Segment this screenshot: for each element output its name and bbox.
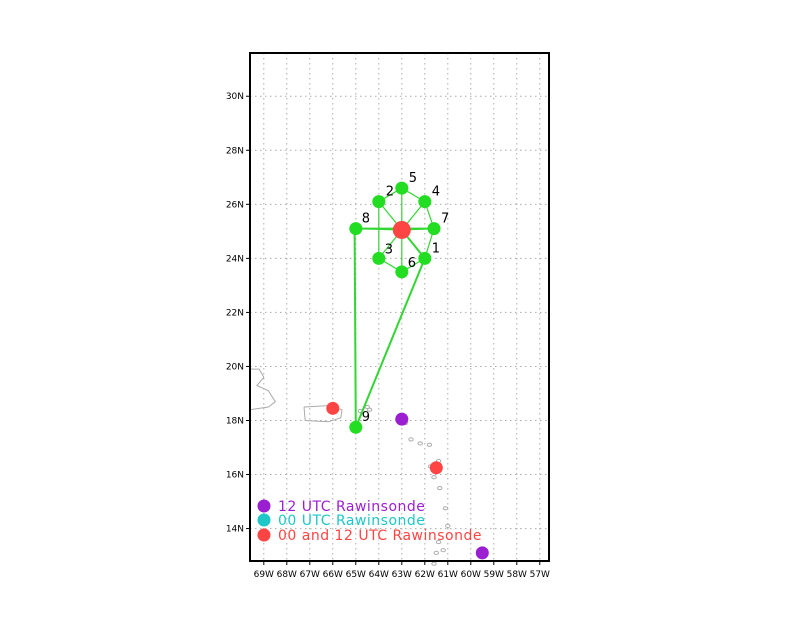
legend-item-00-and-12utc: 00 and 12 UTC Rawinsonde	[257, 528, 482, 544]
tick-label-lat: 16N	[226, 471, 244, 481]
tick-label-lat: 28N	[226, 146, 244, 156]
dropsonde-label: 5	[409, 171, 417, 186]
dropsonde-label: 1	[432, 241, 440, 256]
dropsonde-marker	[427, 222, 441, 236]
coastline-island	[440, 548, 446, 553]
legend-label-12utc: 12 UTC Rawinsonde	[278, 499, 425, 515]
tick-label-lon: 61W	[438, 570, 458, 580]
tick-label-lon: 62W	[415, 570, 435, 580]
dropsonde-marker	[372, 251, 386, 265]
dropsonde-marker	[418, 251, 432, 265]
tick-label-lon: 58W	[507, 570, 527, 580]
coastline-island	[437, 485, 443, 491]
dropsonde-marker	[418, 195, 432, 209]
dropsonde-label: 6	[408, 256, 416, 271]
rawinsonde-marker	[326, 401, 340, 415]
rawinsonde-marker	[475, 546, 489, 560]
legend-item-00utc: 00 UTC Rawinsonde	[257, 513, 425, 529]
tick-label-lat: 22N	[226, 308, 244, 318]
dropsonde-marker	[349, 420, 363, 434]
map-background	[250, 53, 549, 561]
dropsonde-label: 3	[385, 242, 393, 257]
tick-label-lon: 64W	[369, 570, 389, 580]
legend-marker-purple	[257, 499, 271, 513]
legend-label-00-and-12utc: 00 and 12 UTC Rawinsonde	[278, 528, 482, 544]
dropsonde-label: 8	[362, 212, 370, 227]
tick-label-lon: 67W	[300, 570, 320, 580]
dropsonde-label: 4	[432, 185, 440, 200]
dropsonde-labels: 1 2 3 45 6 7 8 9	[362, 171, 449, 425]
tick-label-lon: 69W	[254, 570, 274, 580]
tick-label-lon: 60W	[461, 570, 481, 580]
storm-center-marker	[392, 220, 411, 239]
tick-label-lon: 65W	[346, 570, 366, 580]
tick-label-lon: 68W	[277, 570, 297, 580]
dropsonde-points	[349, 181, 441, 434]
legend-marker-red	[257, 528, 271, 542]
legend-label-00utc: 00 UTC Rawinsonde	[278, 513, 425, 529]
legend: 12 UTC Rawinsonde 00 UTC Rawinsonde 00 a…	[257, 499, 482, 544]
dropsonde-label: 7	[441, 212, 449, 227]
tick-label-lon: 63W	[392, 570, 412, 580]
dropsonde-label: 9	[362, 410, 370, 425]
dropsonde-marker	[395, 181, 409, 195]
dropsonde-marker	[372, 195, 386, 209]
tick-label-lat: 24N	[226, 254, 244, 264]
tick-label-lat: 30N	[226, 92, 244, 102]
tick-label-lon: 57W	[530, 570, 550, 580]
tick-label-lat: 18N	[226, 416, 244, 426]
dropsonde-label: 2	[386, 185, 394, 200]
legend-item-12utc: 12 UTC Rawinsonde	[257, 499, 425, 515]
coastline-island	[366, 407, 373, 412]
rawinsonde-marker	[395, 412, 409, 426]
tick-label-lat: 14N	[226, 525, 244, 535]
coastline-island	[408, 437, 414, 442]
coastline-island	[433, 550, 439, 555]
legend-marker-cyan	[257, 513, 271, 527]
coastline-island	[426, 442, 433, 447]
coastline-island	[442, 506, 449, 511]
dropsonde-marker	[349, 222, 363, 236]
coastline-island	[417, 441, 423, 446]
rawinsonde-marker	[429, 461, 443, 475]
rawinsonde-stations	[326, 401, 489, 560]
coastline-island	[431, 475, 437, 480]
coastline-island	[431, 561, 437, 566]
dropsonde-marker	[395, 265, 409, 279]
coastline-island	[445, 523, 451, 528]
tick-label-lon: 59W	[484, 570, 504, 580]
tick-label-lon: 66W	[323, 570, 343, 580]
coastline-hispaniola	[249, 368, 276, 411]
storm-center	[392, 220, 411, 239]
coastline-island	[435, 539, 442, 545]
tick-label-lat: 26N	[226, 200, 244, 210]
tick-label-lat: 20N	[226, 362, 244, 372]
axis-ticks: 69W 68W 67W 66W 65W 64W 63W 62W 61W 60W 59W 58W 57W 1…	[226, 92, 550, 580]
map-frame	[249, 52, 550, 562]
